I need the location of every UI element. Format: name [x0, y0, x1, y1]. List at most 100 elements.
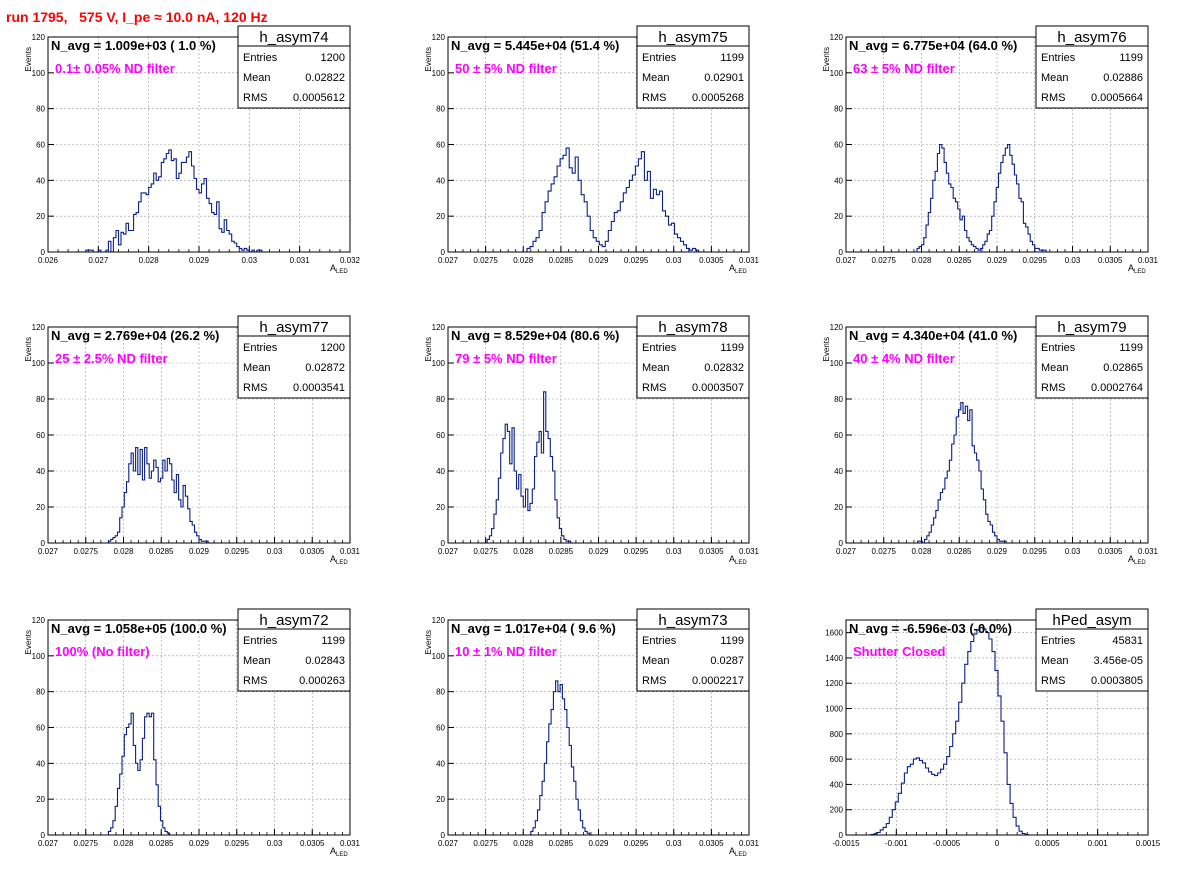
y-tick-label: 20 — [834, 503, 843, 512]
y-tick-label: 800 — [830, 730, 844, 739]
x-tick-label: 0.031 — [290, 256, 311, 265]
histogram-series — [917, 402, 1007, 544]
x-tick-label: 0 — [995, 839, 1000, 848]
y-tick-label: 20 — [36, 212, 45, 221]
y-tick-label: 100 — [432, 69, 446, 78]
x-tick-label: 0.027 — [438, 547, 459, 556]
filter-label: 10 ± 1% ND filter — [455, 644, 557, 659]
stats-rms-value: 0.0003805 — [1091, 675, 1143, 687]
filter-label: 40 ± 4% ND filter — [853, 351, 955, 366]
y-tick-label: 60 — [436, 141, 445, 150]
histogram-series — [870, 627, 1029, 835]
stats-entries-value: 1199 — [1119, 342, 1143, 354]
stats-box-title: h_asym76 — [1057, 29, 1126, 46]
y-tick-label: 60 — [36, 141, 45, 150]
stats-entries-label: Entries — [243, 635, 278, 647]
histogram-series — [107, 447, 209, 543]
x-tick-label: 0.031 — [340, 547, 361, 556]
x-tick-label: 0.031 — [1138, 547, 1159, 556]
stats-box-title: h_asym72 — [259, 612, 328, 629]
y-tick-label: 40 — [436, 176, 445, 185]
stats-box-frame — [1035, 315, 1149, 399]
stats-entries-value: 1199 — [1119, 52, 1143, 64]
stats-entries-label: Entries — [243, 52, 278, 64]
x-axis-title-sub: LED — [1134, 269, 1146, 275]
y-tick-label: 0 — [441, 539, 446, 548]
histogram-panel-h_asym72: 0.027 0.0275 0.028 0.0285 0.029 0.0295 0.03 0.0… — [24, 608, 361, 858]
y-tick-label: 0 — [441, 831, 446, 840]
stats-box-title: h_asym79 — [1057, 319, 1126, 336]
x-tick-label: 0.027 — [438, 256, 459, 265]
stats-mean-label: Mean — [1041, 362, 1069, 374]
x-tick-label: 0.028 — [513, 839, 534, 848]
y-tick-label: 60 — [436, 431, 445, 440]
histogram-series — [526, 147, 700, 252]
x-tick-label: 0.028 — [911, 547, 932, 556]
stats-rms-label: RMS — [1041, 675, 1065, 687]
stats-entries-label: Entries — [642, 635, 677, 647]
x-tick-label: 0.0305 — [1098, 256, 1123, 265]
y-tick-label: 20 — [436, 212, 445, 221]
filter-label: 0.1± 0.05% ND filter — [55, 61, 175, 76]
y-tick-label: 40 — [834, 467, 843, 476]
y-tick-label: 80 — [834, 395, 843, 404]
y-tick-label: 80 — [36, 395, 45, 404]
stats-box-title: h_asym78 — [658, 319, 727, 336]
run-info-header: run 1795, 575 V, I_pe ≈ 10.0 nA, 120 Hz — [6, 9, 268, 25]
x-tick-label: -0.0015 — [832, 839, 860, 848]
x-axis-title-sub: LED — [735, 269, 747, 275]
x-tick-label: 0.031 — [1138, 256, 1159, 265]
stats-rms-value: 0.0003541 — [293, 382, 345, 394]
y-tick-label: 100 — [830, 69, 844, 78]
x-axis-title-sub: LED — [336, 560, 348, 566]
x-tick-label: 0.027 — [836, 547, 857, 556]
stats-mean-label: Mean — [243, 655, 271, 667]
stats-mean-value: 3.456e-05 — [1093, 655, 1143, 667]
x-tick-label: 0.029 — [987, 547, 1008, 556]
x-axis-title-sub: LED — [735, 560, 747, 566]
filter-label: 79 ± 5% ND filter — [455, 351, 557, 366]
x-axis-title-sub: LED — [735, 852, 747, 858]
stats-mean-label: Mean — [243, 72, 271, 84]
navg-label: N_avg = 1.009e+03 ( 1.0 %) — [51, 38, 216, 53]
y-axis-title: Events — [424, 630, 433, 654]
stats-rms-value: 0.0002764 — [1091, 382, 1143, 394]
stats-box-title: hPed_asym — [1052, 612, 1131, 629]
y-tick-label: 100 — [432, 652, 446, 661]
histogram-series — [107, 712, 171, 835]
stats-box: h_asym72 Entries 1199 Mean 0.02843 RMS 0.00026… — [237, 608, 351, 692]
histogram-panel-h_asym79: 0.027 0.0275 0.028 0.0285 0.029 0.0295 0.03 0.0… — [822, 315, 1159, 566]
x-tick-label: 0.0275 — [473, 547, 498, 556]
stats-box-frame — [636, 608, 750, 692]
x-axis-title-main: A — [1128, 263, 1134, 273]
stats-box-title: h_asym75 — [658, 29, 727, 46]
x-axis-title-main: A — [330, 846, 336, 856]
stats-entries-value: 45831 — [1112, 635, 1143, 647]
stats-box: h_asym78 Entries 1199 Mean 0.02832 RMS 0.00035… — [636, 315, 750, 399]
stats-box: hPed_asym Entries 45831 Mean 3.456e-05 RMS 0.0… — [1035, 608, 1149, 692]
x-tick-label: 0.028 — [513, 256, 534, 265]
x-tick-label: 0.029 — [588, 256, 609, 265]
y-tick-label: 40 — [36, 467, 45, 476]
y-tick-label: 600 — [830, 755, 844, 764]
stats-rms-label: RMS — [642, 92, 666, 104]
y-tick-label: 0 — [441, 248, 446, 257]
x-tick-label: 0.029 — [588, 547, 609, 556]
histogram-panel-h_asym75: 0.027 0.0275 0.028 0.0285 0.029 0.0295 0.03 0.0… — [424, 25, 760, 275]
stats-rms-value: 0.0005664 — [1091, 92, 1143, 104]
stats-entries-value: 1200 — [321, 52, 345, 64]
y-tick-label: 0 — [41, 831, 46, 840]
histogram-series — [530, 680, 591, 835]
x-tick-label: 0.031 — [739, 547, 760, 556]
navg-label: N_avg = 5.445e+04 (51.4 %) — [451, 38, 619, 53]
y-tick-label: 200 — [830, 806, 844, 815]
y-tick-label: 0 — [839, 831, 844, 840]
x-tick-label: 0.03 — [1065, 547, 1081, 556]
plot-frame — [447, 326, 750, 544]
x-axis-title: ALED — [729, 846, 747, 858]
x-tick-label: 0.0275 — [473, 256, 498, 265]
x-tick-label: 0.027 — [88, 256, 109, 265]
stats-box: h_asym73 Entries 1199 Mean 0.0287 RMS 0.000221… — [636, 608, 750, 692]
x-tick-label: 0.0285 — [549, 256, 574, 265]
filter-label: 63 ± 5% ND filter — [853, 61, 955, 76]
